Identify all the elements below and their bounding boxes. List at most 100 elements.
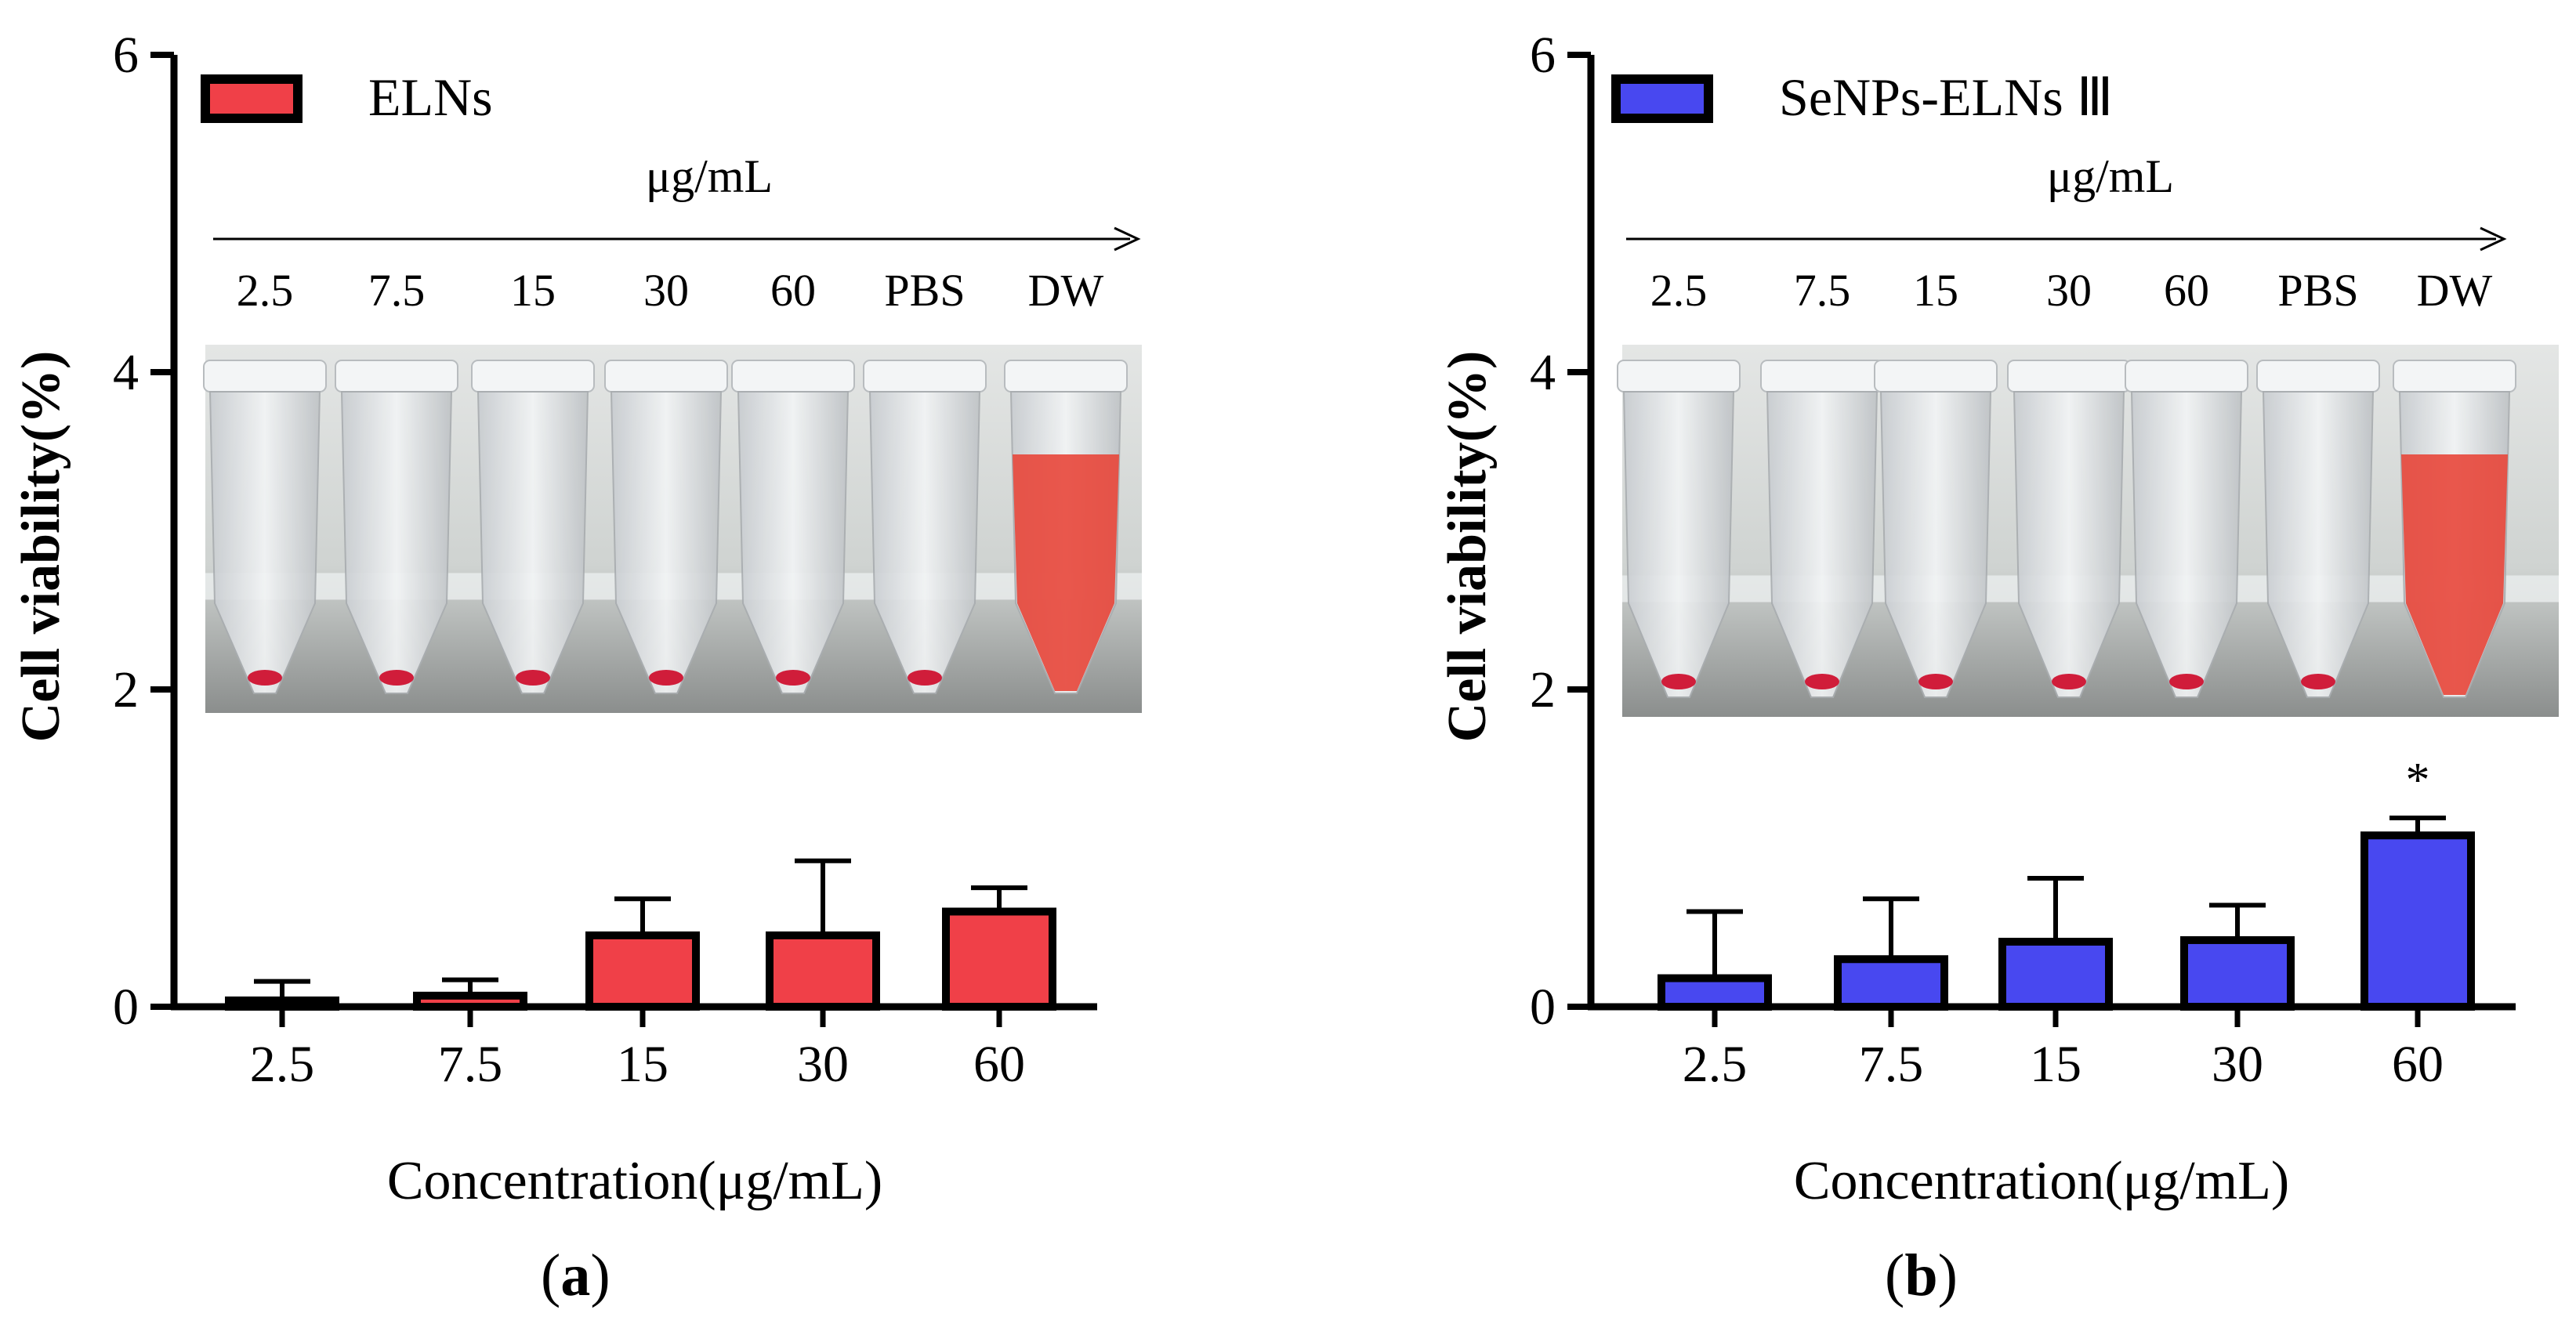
bar-30 — [2180, 935, 2295, 1011]
inset-tube-label: PBS — [2277, 265, 2358, 316]
inset-tube-label: 60 — [770, 265, 816, 316]
y-tick-label: 4 — [113, 344, 139, 401]
inset-tube — [863, 360, 987, 694]
tube-rbc-pellet — [1805, 674, 1839, 689]
inset-tube — [2007, 360, 2131, 698]
bar-60 — [2360, 831, 2475, 1011]
inset-tube-label: 2.5 — [1650, 265, 1708, 316]
tube-rbc-pellet — [2169, 674, 2204, 689]
inset-tube — [1760, 360, 1884, 698]
inset-tube-label: 7.5 — [1794, 265, 1851, 316]
tube-rbc-pellet — [1918, 674, 1953, 689]
tube-body — [868, 391, 981, 694]
inset-tube — [731, 360, 855, 694]
inset-tube-label: 15 — [1913, 265, 1958, 316]
y-tick-label: 4 — [1530, 344, 1556, 401]
x-tick-label: 15 — [617, 1036, 668, 1093]
tube-cap — [203, 360, 327, 393]
bar-2.5 — [1658, 974, 1772, 1011]
tube-cap — [335, 360, 458, 393]
inset-tube-label: 2.5 — [237, 265, 294, 316]
inset-tube — [203, 360, 327, 694]
x-tick-label: 60 — [973, 1036, 1025, 1093]
tube-body — [1766, 391, 1879, 698]
x-tick-label: 15 — [2030, 1036, 2081, 1093]
tube-photo-inset: μg/mL 2.5 7.5 15 30 60 PBS DW — [203, 150, 1142, 713]
y-tick-label: 2 — [1530, 661, 1556, 718]
y-tick-label: 6 — [1530, 27, 1556, 84]
legend: SeNPs-ELNs Ⅲ — [1611, 67, 2114, 127]
tube-rbc-pellet — [776, 670, 810, 686]
legend: ELNs — [201, 67, 493, 127]
tube-cap — [2125, 360, 2248, 393]
tube-body — [2013, 391, 2125, 698]
legend-label: ELNs — [368, 67, 493, 127]
inset-tube-label: 30 — [643, 265, 689, 316]
tube-cap — [731, 360, 855, 393]
y-tick-label: 0 — [1530, 979, 1556, 1036]
tube-hemolysis-fill — [2401, 454, 2508, 695]
tube-cap — [2256, 360, 2380, 393]
legend-swatch — [201, 74, 303, 123]
tube-rbc-pellet — [379, 670, 414, 686]
chart-panel-a: μg/mL 2.5 7.5 15 30 60 PBS DW 0 2 4 6 2.5 7.5 15 30 60 EL… — [11, 27, 1142, 1211]
inset-tube — [1874, 360, 1998, 698]
tube-rbc-pellet — [649, 670, 683, 686]
inset-unit-label: μg/mL — [2047, 150, 2174, 202]
y-tick-label: 0 — [113, 979, 139, 1036]
tube-hemolysis-fill — [1013, 454, 1119, 691]
legend-label: SeNPs-ELNs Ⅲ — [1779, 67, 2114, 127]
tube-rbc-pellet — [908, 670, 942, 686]
y-tick-label: 2 — [113, 661, 139, 718]
tube-body — [610, 391, 723, 694]
tube-body — [1879, 391, 1992, 698]
tube-cap — [471, 360, 595, 393]
inset-tube-label: 15 — [510, 265, 556, 316]
tube-cap — [604, 360, 728, 393]
inset-tube — [335, 360, 458, 694]
bar-2.5 — [225, 996, 339, 1011]
inset-unit-label: μg/mL — [646, 150, 773, 202]
x-axis-title: Concentration(μg/mL) — [387, 1151, 882, 1211]
y-tick-label: 6 — [113, 27, 139, 84]
inset-tube-label: DW — [1028, 265, 1104, 316]
inset-tube — [604, 360, 728, 694]
tube-body — [476, 391, 589, 694]
tube-rbc-pellet — [1661, 674, 1696, 689]
inset-tube — [471, 360, 595, 694]
inset-tube — [2393, 360, 2516, 698]
x-tick-label: 30 — [797, 1036, 849, 1093]
inset-tube — [1004, 360, 1128, 694]
tube-cap — [2393, 360, 2516, 393]
tube-cap — [1004, 360, 1128, 393]
inset-arrow-head — [1114, 226, 1141, 251]
x-axis-title: Concentration(μg/mL) — [1794, 1151, 2289, 1211]
tube-body — [1622, 391, 1735, 698]
tube-body — [208, 391, 321, 694]
y-axis-title: Cell viability(%) — [11, 351, 71, 743]
inset-tube — [2256, 360, 2380, 698]
bar-60 — [942, 907, 1056, 1011]
tube-cap — [1874, 360, 1998, 393]
panel-label-a: (a) — [541, 1243, 610, 1308]
x-tick-label: 2.5 — [1683, 1036, 1748, 1093]
bar-15 — [585, 931, 700, 1011]
inset-tube-label: DW — [2417, 265, 2493, 316]
tube-rbc-pellet — [2301, 674, 2335, 689]
tube-rbc-pellet — [516, 670, 550, 686]
inset-tube — [2125, 360, 2248, 698]
inset-arrow-head — [2480, 226, 2507, 251]
inset-tube-label: 60 — [2164, 265, 2209, 316]
tube-photo-inset: μg/mL 2.5 7.5 15 30 60 PBS DW — [1617, 150, 2559, 717]
tube-cap — [1760, 360, 1884, 393]
tube-rbc-pellet — [2052, 674, 2086, 689]
tube-body — [340, 391, 453, 694]
inset-tube-label: 7.5 — [368, 265, 426, 316]
tube-body — [2130, 391, 2243, 698]
tube-cap — [2007, 360, 2131, 393]
inset-tube-label: 30 — [2046, 265, 2092, 316]
tube-body — [2262, 391, 2375, 698]
inset-tube-label: PBS — [884, 265, 965, 316]
x-tick-label: 60 — [2392, 1036, 2444, 1093]
